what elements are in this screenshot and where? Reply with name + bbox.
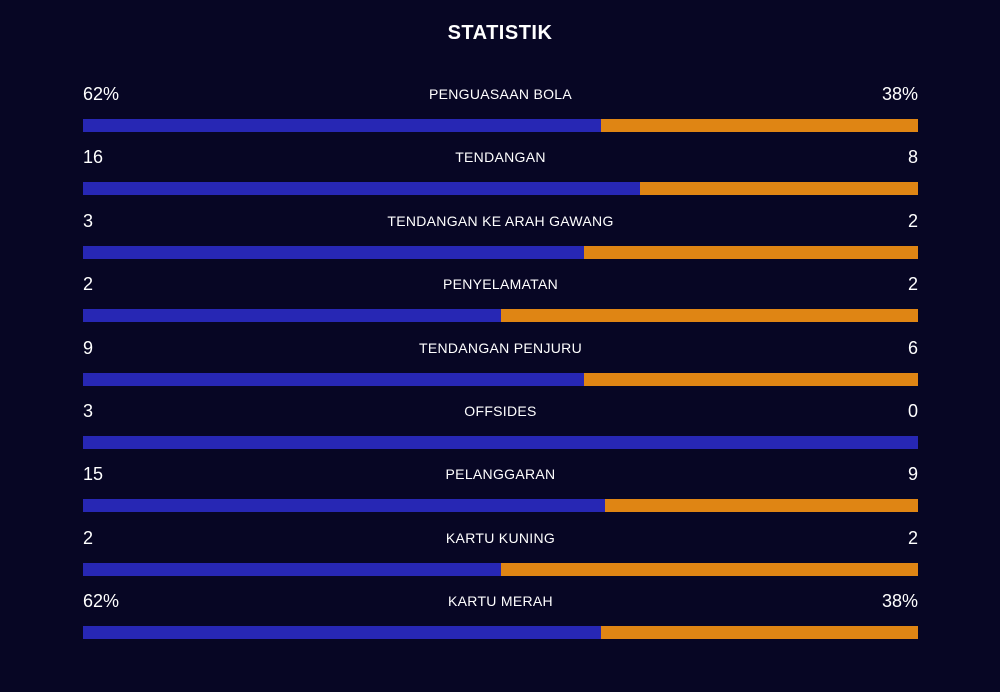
stat-labels: 3 TENDANGAN KE ARAH GAWANG 2 xyxy=(83,207,918,233)
home-value: 3 xyxy=(83,210,94,231)
away-value: 38% xyxy=(881,591,918,612)
stat-row-corners: 9 TENDANGAN PENJURU 6 xyxy=(83,334,918,397)
home-value: 62% xyxy=(83,84,120,104)
stat-row-possession: 62% PENGUASAAN BOLA 38% xyxy=(83,80,918,143)
home-bar-fill xyxy=(83,499,605,513)
stat-row-fouls: 15 PELANGGARAN 9 xyxy=(83,460,918,523)
stat-labels: 2 KARTU KUNING 2 xyxy=(83,524,918,550)
stat-labels: 2 PENYELAMATAN 2 xyxy=(83,270,918,296)
stat-row-saves: 2 PENYELAMATAN 2 xyxy=(83,270,918,333)
away-value: 6 xyxy=(907,337,918,358)
home-bar-fill xyxy=(83,372,584,386)
stat-label: OFFSIDES xyxy=(464,402,537,419)
home-value: 15 xyxy=(83,464,104,485)
stat-label: PENYELAMATAN xyxy=(442,276,559,293)
away-bar-fill xyxy=(604,499,918,513)
stat-labels: 15 PELANGGARAN 9 xyxy=(83,460,918,486)
away-bar-fill xyxy=(600,626,918,640)
away-value: 38% xyxy=(881,84,918,104)
away-value: 8 xyxy=(907,147,918,168)
away-bar-fill xyxy=(500,562,918,576)
home-bar-fill xyxy=(83,562,501,576)
stat-label: KARTU KUNING xyxy=(445,529,556,546)
away-bar-fill xyxy=(639,182,918,196)
comparison-bar xyxy=(83,119,918,132)
away-bar-fill xyxy=(600,119,918,132)
stat-label: TENDANGAN PENJURU xyxy=(418,339,582,356)
away-bar-fill xyxy=(584,372,918,386)
stat-labels: 62% PENGUASAAN BOLA 38% xyxy=(83,80,918,106)
home-bar-fill xyxy=(83,119,601,132)
comparison-bar xyxy=(83,372,918,386)
stat-label: KARTU MERAH xyxy=(448,593,553,610)
home-bar-fill xyxy=(83,435,918,449)
away-value: 9 xyxy=(907,464,918,485)
home-value: 2 xyxy=(83,527,94,548)
stat-row-shots-on-target: 3 TENDANGAN KE ARAH GAWANG 2 xyxy=(83,207,918,270)
stat-row-shots: 16 TENDANGAN 8 xyxy=(83,143,918,206)
home-value: 16 xyxy=(83,147,104,168)
comparison-bar xyxy=(83,435,918,449)
stat-row-offsides: 3 OFFSIDES 0 xyxy=(83,397,918,460)
stat-row-red-cards: 62% KARTU MERAH 38% xyxy=(83,587,918,650)
comparison-bar xyxy=(83,245,918,259)
comparison-bar xyxy=(83,499,918,513)
home-value: 3 xyxy=(83,400,94,421)
stat-row-yellow-cards: 2 KARTU KUNING 2 xyxy=(83,524,918,587)
away-value: 0 xyxy=(907,400,918,421)
stats-title: STATISTIK xyxy=(447,22,553,44)
comparison-bar xyxy=(83,182,918,196)
stat-labels: 3 OFFSIDES 0 xyxy=(83,397,918,423)
home-value: 2 xyxy=(83,274,94,295)
home-value: 9 xyxy=(83,337,94,358)
stats-list: 62% PENGUASAAN BOLA 38% 16 TENDANGAN 8 3… xyxy=(83,80,918,651)
home-bar-fill xyxy=(83,309,501,323)
comparison-bar xyxy=(83,309,918,323)
home-bar-fill xyxy=(83,626,601,640)
stat-label: PENGUASAAN BOLA xyxy=(429,86,572,102)
home-value: 62% xyxy=(83,591,120,612)
comparison-bar xyxy=(83,626,918,640)
away-bar-fill xyxy=(584,245,918,259)
comparison-bar xyxy=(83,562,918,576)
stat-labels: 9 TENDANGAN PENJURU 6 xyxy=(83,334,918,360)
away-bar-fill xyxy=(500,309,918,323)
stat-labels: 62% KARTU MERAH 38% xyxy=(83,587,918,613)
away-value: 2 xyxy=(907,210,918,231)
stat-label: PELANGGARAN xyxy=(445,466,556,483)
stat-label: TENDANGAN xyxy=(455,149,546,166)
away-value: 2 xyxy=(907,527,918,548)
home-bar-fill xyxy=(83,245,584,259)
away-value: 2 xyxy=(907,274,918,295)
home-bar-fill xyxy=(83,182,640,196)
stat-label: TENDANGAN KE ARAH GAWANG xyxy=(387,212,614,229)
stat-labels: 16 TENDANGAN 8 xyxy=(83,143,918,169)
